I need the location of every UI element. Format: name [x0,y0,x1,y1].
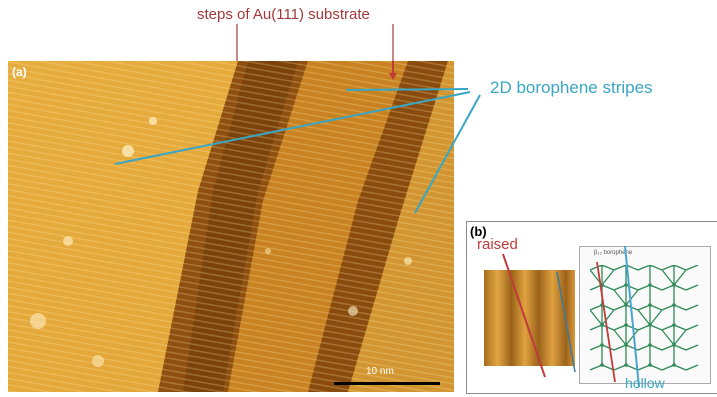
top-steps-label: steps of Au(111) substrate [197,6,370,23]
panel-a-letter: (a) [12,65,27,79]
panel-b: (b) raised β₁₂ borophene [466,221,717,394]
scale-bar-label: 10 nm [366,366,394,377]
panel-a: (a) 10 nm [8,61,454,392]
panel-b-letter: (b) [470,224,487,239]
stm-image-a [8,61,454,392]
raised-label: raised [477,236,518,253]
hollow-label: hollow [625,375,665,391]
panel-b-overlay-lines [502,245,640,388]
lattice-model: β₁₂ borophene [579,246,711,384]
model-title: β₁₂ borophene [594,250,633,256]
stripes-label: 2D borophene stripes [490,78,653,97]
